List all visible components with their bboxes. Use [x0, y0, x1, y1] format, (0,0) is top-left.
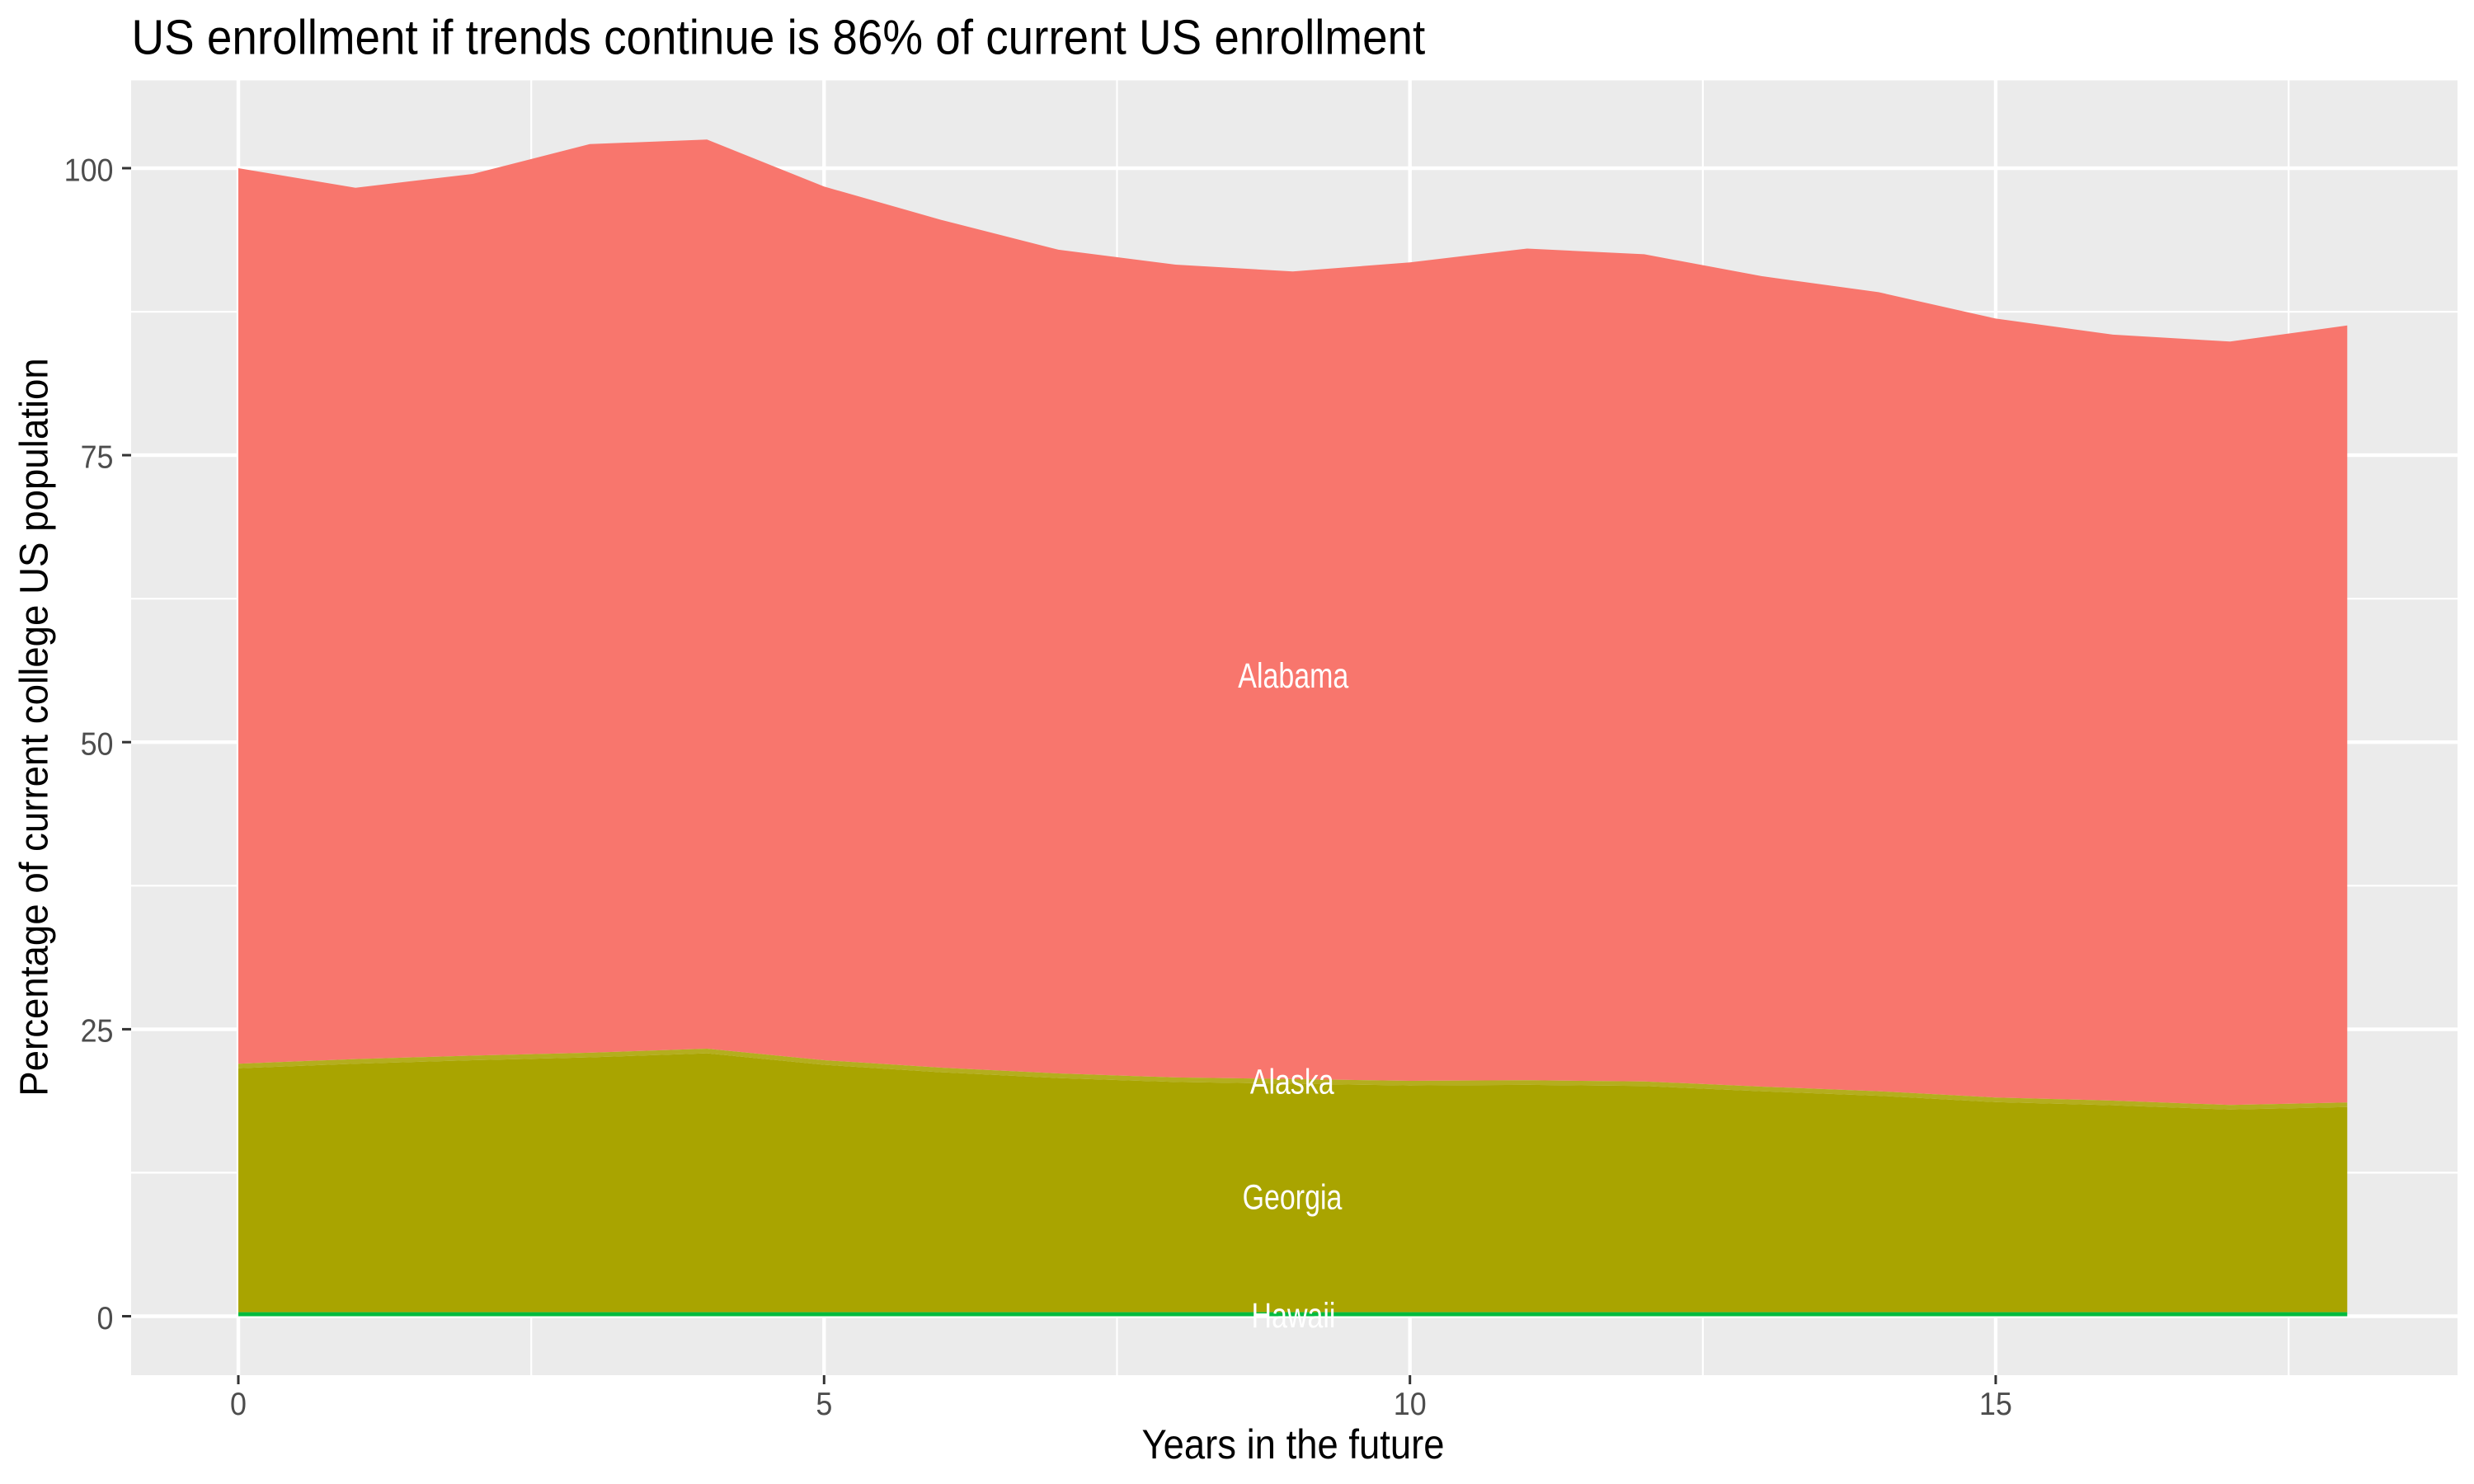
svg-text:100: 100 — [64, 152, 114, 188]
svg-text:75: 75 — [81, 439, 114, 475]
svg-text:10: 10 — [1394, 1386, 1427, 1422]
svg-text:0: 0 — [97, 1299, 114, 1336]
svg-text:25: 25 — [81, 1012, 114, 1049]
svg-text:50: 50 — [81, 726, 114, 762]
svg-text:US enrollment if trends contin: US enrollment if trends continue is 86% … — [132, 11, 1426, 65]
svg-text:Years in the future: Years in the future — [1141, 1422, 1444, 1468]
svg-text:Alaska: Alaska — [1250, 1063, 1334, 1102]
svg-text:Hawaii: Hawaii — [1252, 1296, 1336, 1336]
svg-text:5: 5 — [816, 1386, 832, 1422]
svg-text:Georgia: Georgia — [1243, 1178, 1343, 1218]
svg-text:Percentage of current college: Percentage of current college US populat… — [12, 358, 55, 1097]
svg-text:15: 15 — [1979, 1386, 2012, 1422]
svg-text:0: 0 — [230, 1386, 247, 1422]
svg-text:Alabama: Alabama — [1238, 656, 1348, 696]
